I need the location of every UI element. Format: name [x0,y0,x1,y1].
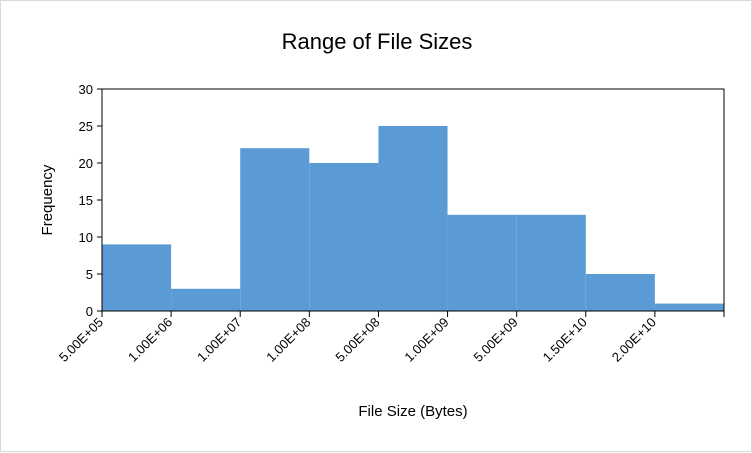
y-axis: 0 5 10 15 20 25 30 [79,82,102,319]
y-tick-label: 15 [79,193,93,208]
y-tick-label: 10 [79,230,93,245]
bar [171,288,241,311]
bar [309,163,379,311]
bar [516,214,586,311]
x-axis-title: File Size (Bytes) [358,403,467,420]
bar [447,214,517,311]
bars-group [102,126,724,311]
y-tick-label: 25 [79,119,93,134]
x-tick-label: 1.00E+09 [401,315,451,365]
bar [585,274,655,311]
x-tick-label: 1.00E+06 [125,315,175,365]
x-tick-label: 5.00E+08 [332,315,382,365]
y-tick-label: 0 [86,304,93,319]
x-tick-label: 2.00E+10 [609,315,659,365]
bar [654,303,724,311]
x-tick-label: 1.00E+08 [263,315,313,365]
chart-title: Range of File Sizes [282,29,473,54]
x-tick-label: 1.00E+07 [194,315,244,365]
y-tick-label: 20 [79,156,93,171]
bar [378,126,448,311]
bar [240,148,310,311]
x-axis: 5.00E+05 1.00E+06 1.00E+07 1.00E+08 5.00E+08… [56,311,725,365]
x-tick-label: 1.50E+10 [540,315,590,365]
x-tick-label: 5.00E+05 [56,315,106,365]
y-tick-label: 30 [79,82,93,97]
bar [102,244,172,311]
y-axis-title: Frequency [39,164,56,235]
x-tick-label: 5.00E+09 [471,315,521,365]
y-tick-label: 5 [86,267,93,282]
